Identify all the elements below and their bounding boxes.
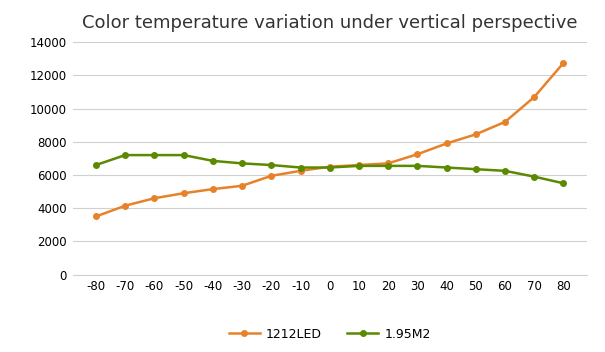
- 1.95M2: [297, 165, 304, 170]
- 1.95M2: [531, 175, 538, 179]
- 1.95M2: [414, 164, 421, 168]
- 1.95M2: [443, 165, 450, 170]
- 1.95M2: [355, 164, 362, 168]
- 1212LED: [151, 196, 158, 200]
- 1.95M2: [151, 153, 158, 157]
- Title: Color temperature variation under vertical perspective: Color temperature variation under vertic…: [82, 14, 578, 32]
- 1.95M2: [209, 159, 217, 163]
- 1212LED: [326, 165, 333, 169]
- Legend: 1212LED, 1.95M2: 1212LED, 1.95M2: [223, 323, 436, 346]
- 1212LED: [238, 184, 246, 188]
- 1.95M2: [122, 153, 129, 157]
- 1212LED: [355, 163, 362, 167]
- 1.95M2: [180, 153, 188, 157]
- 1212LED: [297, 169, 304, 173]
- Line: 1212LED: 1212LED: [93, 60, 566, 219]
- 1212LED: [560, 61, 567, 65]
- 1212LED: [209, 187, 217, 191]
- 1212LED: [502, 120, 509, 124]
- 1.95M2: [326, 165, 333, 170]
- 1.95M2: [267, 163, 275, 167]
- 1212LED: [414, 152, 421, 156]
- 1.95M2: [385, 164, 392, 168]
- 1.95M2: [238, 161, 246, 165]
- 1212LED: [267, 174, 275, 178]
- 1.95M2: [502, 169, 509, 173]
- 1.95M2: [560, 181, 567, 186]
- 1212LED: [531, 95, 538, 99]
- 1212LED: [472, 132, 479, 137]
- 1212LED: [385, 161, 392, 165]
- Line: 1.95M2: 1.95M2: [93, 152, 566, 186]
- 1212LED: [93, 214, 100, 219]
- 1212LED: [180, 191, 188, 195]
- 1.95M2: [472, 167, 479, 171]
- 1212LED: [122, 203, 129, 208]
- 1212LED: [443, 142, 450, 146]
- 1.95M2: [93, 163, 100, 167]
